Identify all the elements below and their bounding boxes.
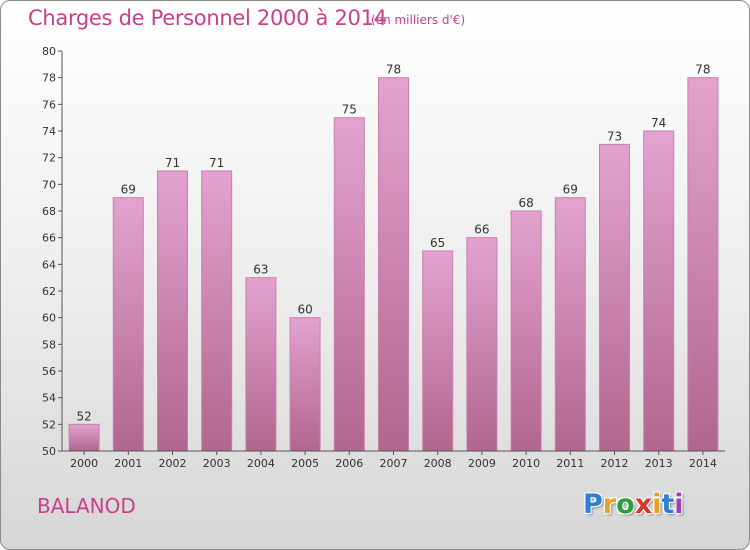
data-label-2007: 78	[386, 63, 401, 77]
logo-letter: i	[652, 489, 662, 520]
data-label-2003: 71	[209, 156, 224, 170]
x-tick-label-2000: 2000	[70, 457, 98, 470]
data-label-2013: 74	[651, 116, 666, 130]
data-label-2000: 52	[76, 409, 91, 423]
y-tick-label-74: 74	[42, 125, 56, 138]
bar-2012	[599, 143, 630, 452]
data-label-2010: 68	[518, 196, 533, 210]
bar-2000	[68, 423, 100, 452]
bar-2001	[112, 197, 144, 452]
y-tick-label-52: 52	[42, 418, 56, 431]
y-tick-label-72: 72	[42, 152, 56, 165]
x-tick-label-2011: 2011	[556, 457, 584, 470]
x-tick-label-2004: 2004	[247, 457, 275, 470]
commune-name: BALANOD	[37, 494, 136, 518]
bar-2009	[466, 237, 498, 452]
y-tick-label-78: 78	[42, 72, 56, 85]
x-tick-label-2012: 2012	[601, 457, 629, 470]
y-tick-label-58: 58	[42, 338, 56, 351]
y-tick-label-66: 66	[42, 232, 56, 245]
data-label-2012: 73	[607, 129, 622, 143]
y-tick-label-60: 60	[42, 312, 56, 325]
bars-group: 52 69 71 71 63 60 75 78 65 66 68 69 73 74 78	[68, 63, 719, 452]
data-label-2006: 75	[342, 103, 357, 117]
bar-2011	[554, 197, 586, 452]
y-tick-label-68: 68	[42, 205, 56, 218]
y-tick-label-64: 64	[42, 258, 56, 271]
logo-letter: P	[583, 489, 603, 520]
y-tick-label-50: 50	[42, 445, 56, 458]
x-tick-label-2006: 2006	[335, 457, 363, 470]
proxiti-logo[interactable]: Proxiti	[583, 489, 684, 520]
axes-group: 2000 2001 2002 2003 2004 2005 2006 2007 2008 2009…	[42, 45, 725, 470]
logo-letter: t	[661, 489, 675, 520]
logo-letter: x	[634, 489, 653, 520]
data-label-2014: 78	[695, 63, 710, 77]
data-label-2004: 63	[253, 263, 268, 277]
x-tick-label-2005: 2005	[291, 457, 319, 470]
x-tick-label-2009: 2009	[468, 457, 496, 470]
bar-2005	[289, 317, 321, 452]
x-tick-label-2003: 2003	[203, 457, 231, 470]
y-tick-label-80: 80	[42, 45, 56, 58]
bar-2003	[201, 170, 233, 452]
y-tick-label-76: 76	[42, 98, 56, 111]
y-tick-label-70: 70	[42, 178, 56, 191]
bar-2008	[422, 250, 454, 452]
x-tick-label-2013: 2013	[645, 457, 673, 470]
logo-letter: o	[616, 489, 635, 520]
data-label-2009: 66	[474, 223, 489, 237]
logo-letter: i	[674, 489, 684, 520]
bar-2002	[157, 170, 188, 452]
bar-2014	[687, 77, 719, 452]
x-tick-label-2002: 2002	[159, 457, 187, 470]
x-tick-label-2001: 2001	[114, 457, 142, 470]
chart-subtitle: (en milliers d'€)	[371, 13, 466, 27]
chart-title: Charges de Personnel 2000 à 2014	[28, 6, 387, 30]
data-label-2001: 69	[121, 183, 136, 197]
data-label-2002: 71	[165, 156, 180, 170]
bar-2010	[510, 210, 542, 452]
bar-2007	[378, 77, 409, 452]
x-tick-label-2010: 2010	[512, 457, 540, 470]
y-tick-label-56: 56	[42, 365, 56, 378]
logo-letter: r	[602, 489, 617, 520]
x-tick-label-2008: 2008	[424, 457, 452, 470]
x-tick-label-2007: 2007	[380, 457, 408, 470]
data-label-2005: 60	[297, 303, 312, 317]
y-tick-label-62: 62	[42, 285, 56, 298]
data-label-2011: 69	[563, 183, 578, 197]
data-label-2008: 65	[430, 236, 445, 250]
bar-2013	[643, 130, 675, 452]
y-tick-label-54: 54	[42, 392, 56, 405]
bar-2006	[333, 117, 365, 452]
bar-2004	[245, 277, 277, 452]
x-tick-label-2014: 2014	[689, 457, 717, 470]
